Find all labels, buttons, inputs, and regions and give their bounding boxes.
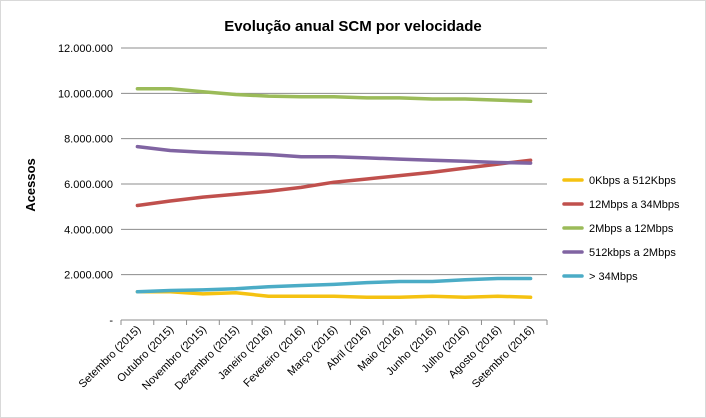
series-line [135, 87, 533, 104]
legend-label: 2Mbps a 12Mbps [589, 223, 674, 235]
y-tick-label: 4.000.000 [64, 224, 113, 236]
y-axis-label: Acessos [23, 158, 38, 211]
series-line [135, 158, 533, 208]
gridlines [121, 47, 547, 321]
legend-label: 0Kbps a 512Kbps [589, 175, 676, 187]
x-axis [120, 319, 548, 325]
x-tick-label: Setembro (2016) [470, 324, 537, 391]
x-axis-ticks: Setembro (2015)Outubro (2015)Novembro (2… [77, 324, 537, 393]
y-tick-label: 6.000.000 [64, 179, 113, 191]
legend: 0Kbps a 512Kbps 12Mbps a 34Mbps 2Mbps a 12… [562, 175, 680, 283]
series-line [135, 276, 533, 294]
legend-label: 12Mbps a 34Mbps [589, 199, 680, 211]
y-tick-label: 8.000.000 [64, 134, 113, 146]
legend-label: 512kbps a 2Mbps [589, 247, 676, 259]
series-line [135, 289, 533, 300]
y-tick-label: 10.000.000 [58, 88, 113, 100]
y-tick-label: 12.000.000 [58, 43, 113, 55]
legend-label: > 34Mbps [589, 271, 638, 283]
y-tick-label: - [109, 315, 113, 327]
chart-title: Evolução anual SCM por velocidade [224, 18, 482, 35]
series-line [135, 144, 533, 165]
series-lines [135, 87, 533, 300]
y-tick-label: 2.000.000 [64, 270, 113, 282]
y-axis-ticks: - 2.000.000 4.000.000 6.000.000 8.000.000 10.… [58, 43, 113, 327]
x-tick-label: Outubro (2015) [115, 324, 176, 385]
